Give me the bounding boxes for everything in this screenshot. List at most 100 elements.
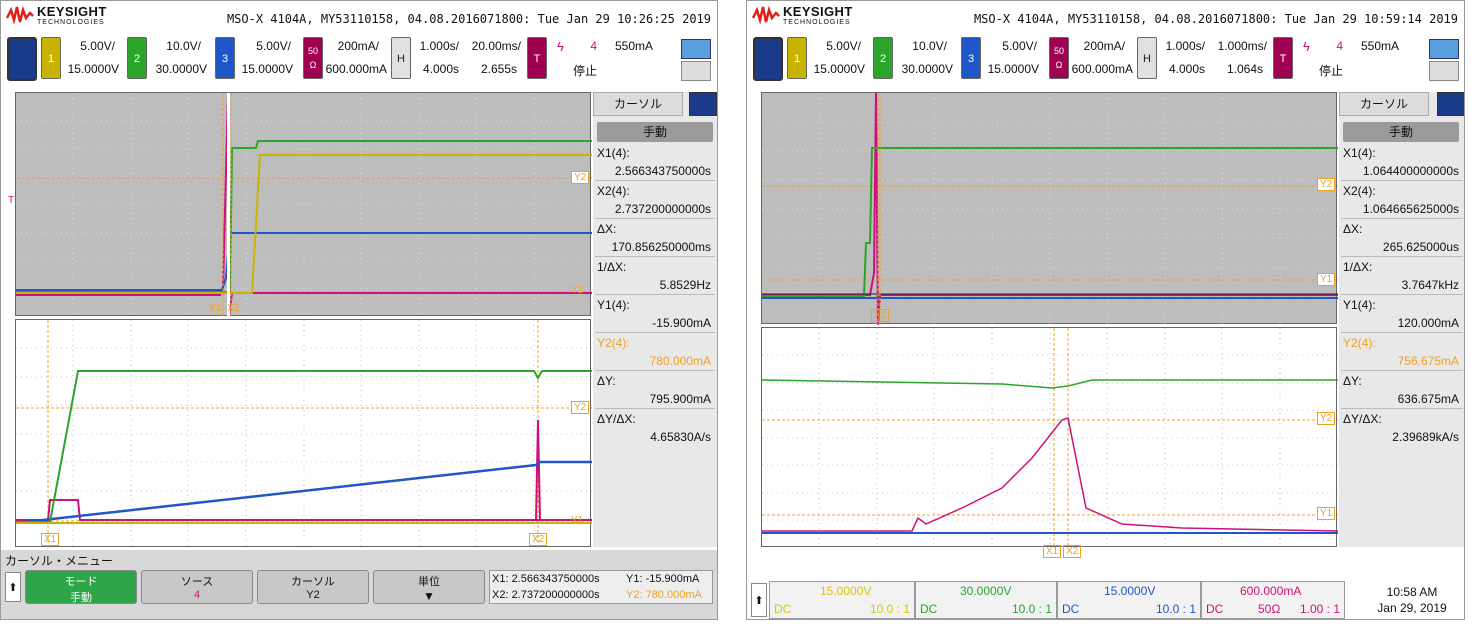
cursor-x2-marker[interactable]: X2 — [871, 309, 890, 322]
panel-menu-icon[interactable] — [689, 92, 717, 116]
header: KEYSIGHT TECHNOLOGIES MSO-X 4104A, MY531… — [747, 1, 1464, 35]
cursor-readout: X1: 2.566343750000s X2: 2.737200000000s … — [489, 570, 713, 604]
mode-softkey[interactable]: モード 手動 — [25, 570, 137, 604]
autoscale-icon[interactable] — [1429, 61, 1459, 81]
inv-dx-value: 5.8529Hz — [659, 278, 711, 292]
dy-label: ΔY: — [1343, 374, 1362, 388]
dx-label: ΔX: — [597, 222, 617, 236]
horizontal-button[interactable]: H — [1137, 37, 1157, 79]
cursor-y1-marker[interactable]: Y1 — [571, 285, 584, 296]
dydx-value: 2.39689kA/s — [1392, 430, 1459, 444]
dydx-label: ΔY/ΔX: — [597, 412, 636, 426]
ch4-scale: 200mA/ — [1083, 39, 1125, 53]
ch1-footer-ratio: 10.0 : 1 — [869, 602, 910, 616]
cursor-softkey[interactable]: カーソル Y2 — [257, 570, 369, 604]
panel-menu-icon[interactable] — [1437, 92, 1464, 116]
cursor-y1-marker[interactable]: Y1 — [1317, 273, 1336, 286]
ch2-offset: 30.0000V — [901, 62, 953, 76]
trigger-level-marker: T — [8, 195, 15, 206]
channel-1-button[interactable]: 1 — [787, 37, 807, 79]
ch4-footer-impedance: 50Ω — [1258, 602, 1281, 616]
cursor-y2-marker[interactable]: Y2 — [571, 171, 590, 184]
zoom-x2-marker[interactable]: X2 — [529, 533, 548, 546]
brand-name: KEYSIGHT — [37, 4, 107, 19]
ch1-footer-offset: 15.0000V — [820, 584, 872, 598]
tab-cursor[interactable]: カーソル — [1339, 92, 1429, 116]
channel-3-button[interactable]: 3 — [961, 37, 981, 79]
zoom-y1-marker[interactable]: Y1 — [1317, 507, 1336, 520]
ch1-trace — [16, 154, 592, 294]
cursor-x1-marker[interactable]: X1 — [209, 303, 222, 314]
ch3-scale: 5.00V/ — [256, 39, 291, 53]
zoom-y2-marker[interactable]: Y2 — [1317, 412, 1336, 425]
menu-icon[interactable] — [7, 37, 37, 81]
down-arrow-icon: ▼ — [423, 589, 435, 603]
y2-label: Y2(4): — [597, 336, 630, 350]
channel-2-button[interactable]: 2 — [127, 37, 147, 79]
channel-4-button[interactable]: 50 Ω — [1049, 37, 1069, 79]
instrument-title: MSO-X 4104A, MY53110158, 04.08.201607180… — [226, 12, 711, 26]
back-button[interactable]: ⬆ — [751, 583, 767, 617]
channel-bar: 1 5.00V/ 15.0000V 2 10.0V/ 30.0000V 3 5.… — [1, 37, 717, 85]
cursor-softkey-label: カーソル — [291, 576, 335, 588]
zoom-x2-marker[interactable]: X2 — [1063, 545, 1082, 558]
channel-3-button[interactable]: 3 — [215, 37, 235, 79]
zoom-waveform-svg — [761, 328, 1339, 548]
x2-label: X2(4): — [1343, 184, 1376, 198]
trigger-source: 4 — [1336, 39, 1343, 53]
x2-value: 1.064665625000s — [1362, 202, 1459, 216]
zoom-x1-marker[interactable]: X1 — [1043, 545, 1062, 558]
zoom-x1-marker[interactable]: X1 — [41, 533, 60, 546]
trigger-button[interactable]: T — [527, 37, 547, 79]
dx-value: 170.856250000ms — [611, 240, 711, 254]
y1-value: -15.900mA — [652, 316, 711, 330]
main-waveform-grid[interactable] — [761, 92, 1338, 326]
zoom-icon[interactable] — [681, 39, 711, 59]
cursor-x2-marker[interactable]: X2 — [227, 303, 240, 314]
inv-dx-label: 1/ΔX: — [1343, 260, 1373, 274]
run-status: 停止 — [572, 64, 597, 78]
menu-icon[interactable] — [753, 37, 783, 81]
ch3-footer: 15.0000V DC 10.0 : 1 — [1057, 581, 1201, 619]
back-button[interactable]: ⬆ — [5, 572, 21, 602]
autoscale-icon[interactable] — [681, 61, 711, 81]
cursor-mode: 手動 — [1343, 122, 1459, 142]
unit-softkey[interactable]: 単位 ▼ — [373, 570, 485, 604]
x1-label: X1(4): — [1343, 146, 1376, 160]
ch1-offset: 15.0000V — [67, 62, 119, 76]
source-softkey-value: 4 — [193, 589, 201, 601]
main-waveform-svg — [16, 92, 592, 318]
channel-2-button[interactable]: 2 — [873, 37, 893, 79]
dy-label: ΔY: — [597, 374, 616, 388]
channel-4-button[interactable]: 50 Ω — [303, 37, 323, 79]
keysight-logo-icon — [752, 5, 780, 25]
ch1-footer: 15.0000V DC 10.0 : 1 — [769, 581, 915, 619]
cursor-panel: カーソル 手動 X1(4): 2.566343750000s X2(4): 2.… — [593, 92, 717, 547]
cursor-y2-marker[interactable]: Y2 — [1317, 178, 1336, 191]
zoom-waveform-grid[interactable] — [761, 327, 1339, 548]
zoom-icon[interactable] — [1429, 39, 1459, 59]
menu-title: カーソル・メニュー — [5, 554, 114, 568]
mode-softkey-value: 手動 — [70, 592, 92, 604]
horizontal-button[interactable]: H — [391, 37, 411, 79]
channel-1-button[interactable]: 1 — [41, 37, 61, 79]
source-softkey[interactable]: ソース 4 — [141, 570, 253, 604]
tab-cursor[interactable]: カーソル — [593, 92, 683, 116]
zoom-waveform-grid[interactable] — [15, 319, 592, 548]
clock-time: 10:58 AM — [1386, 585, 1438, 599]
zoom-y1-marker[interactable]: Y1 — [571, 515, 584, 526]
delay: 4.000s — [1168, 62, 1205, 76]
zoom-y2-marker[interactable]: Y2 — [571, 401, 590, 414]
ch4-offset: 600.000mA — [325, 62, 387, 76]
channel-bar: 1 5.00V/ 15.0000V 2 10.0V/ 30.0000V 3 5.… — [747, 37, 1464, 85]
trigger-source: 4 — [590, 39, 597, 53]
cursor-menu-bar: カーソル・メニュー ⬆ モード 手動 ソース 4 カーソル Y2 単位 ▼ X1… — [1, 550, 717, 619]
trigger-button[interactable]: T — [1273, 37, 1293, 79]
main-waveform-grid[interactable] — [15, 92, 592, 318]
trigger-edge-icon: ϟ — [557, 39, 564, 54]
ch3-offset: 15.0000V — [241, 62, 293, 76]
cursor-panel: カーソル 手動 X1(4): 1.064400000000s X2(4): 1.… — [1339, 92, 1464, 547]
brand-subtitle: TECHNOLOGIES — [37, 19, 105, 26]
keysight-logo-icon — [6, 5, 34, 25]
brand-subtitle: TECHNOLOGIES — [783, 19, 851, 26]
